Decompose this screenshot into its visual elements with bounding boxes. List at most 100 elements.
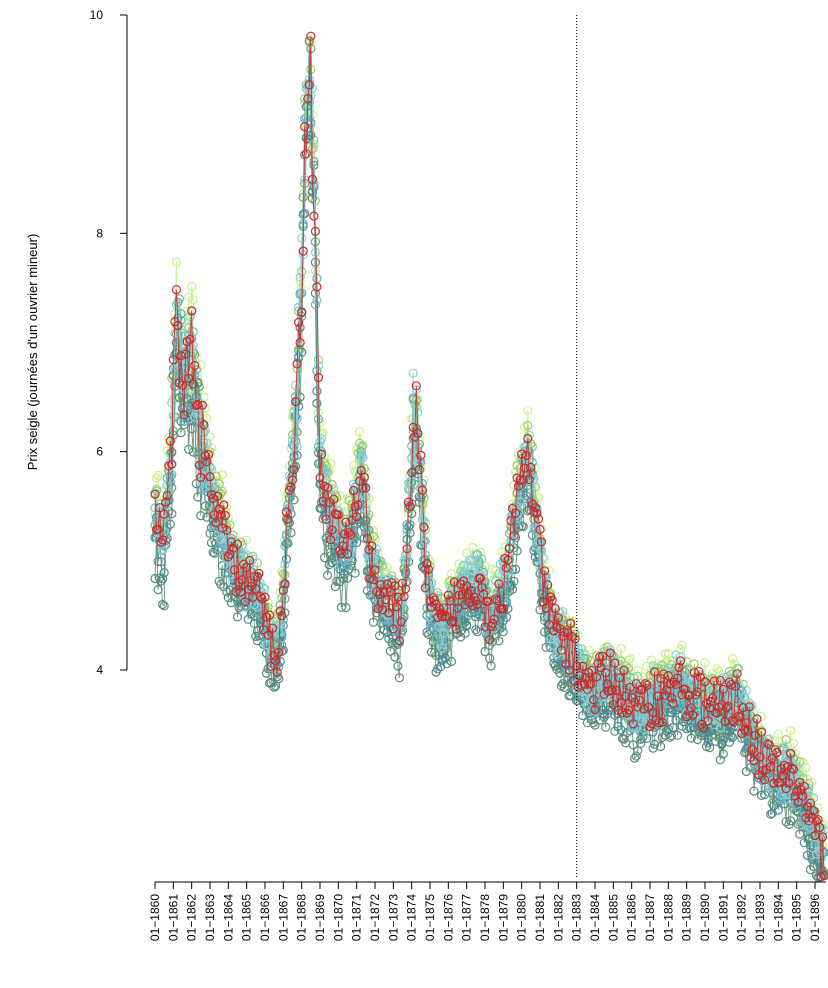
data-point	[439, 628, 449, 638]
data-point	[515, 475, 525, 485]
data-point	[321, 514, 331, 524]
data-point	[217, 523, 227, 533]
data-point	[344, 527, 354, 538]
data-point	[649, 739, 660, 750]
data-point	[547, 595, 557, 605]
data-point	[414, 465, 424, 475]
data-point	[553, 613, 563, 623]
data-point	[462, 581, 472, 591]
data-point	[727, 732, 738, 743]
data-point	[420, 536, 430, 546]
series-line	[154, 79, 825, 855]
data-point	[564, 665, 574, 675]
data-point	[200, 501, 210, 511]
data-point	[639, 704, 649, 714]
data-point	[599, 647, 609, 657]
data-point	[498, 603, 508, 614]
data-point	[799, 781, 809, 792]
data-point	[698, 723, 709, 733]
data-point	[762, 739, 773, 749]
data-point	[539, 566, 550, 576]
x-tick-label: 01−1889	[680, 894, 694, 941]
data-point	[229, 565, 239, 575]
data-point	[524, 475, 534, 485]
data-point	[623, 663, 634, 673]
data-point	[367, 541, 377, 551]
data-point	[504, 565, 514, 575]
data-point	[630, 753, 640, 763]
data-point	[174, 294, 184, 304]
data-point	[359, 472, 369, 482]
data-point	[384, 633, 394, 644]
data-point	[355, 438, 365, 448]
data-point	[156, 507, 166, 517]
data-point	[393, 592, 403, 602]
data-point	[510, 508, 521, 518]
data-point	[191, 479, 201, 489]
data-point	[405, 476, 415, 486]
data-point	[161, 497, 171, 507]
data-point	[709, 676, 719, 686]
data-point	[294, 302, 304, 312]
data-point	[682, 711, 692, 722]
data-point	[358, 452, 368, 462]
data-point	[330, 556, 340, 566]
data-point	[808, 805, 819, 816]
series-line	[154, 81, 825, 873]
data-point	[485, 635, 495, 645]
data-point	[437, 643, 447, 653]
data-point	[222, 554, 232, 564]
x-tick-label: 01−1885	[606, 894, 620, 941]
data-point	[625, 654, 635, 664]
data-point	[390, 652, 400, 662]
data-point	[807, 854, 817, 864]
x-tick-label: 01−1892	[735, 894, 749, 941]
data-point	[565, 618, 576, 629]
data-point	[229, 537, 239, 547]
data-point	[252, 602, 262, 612]
data-point	[451, 624, 461, 634]
data-point	[339, 529, 349, 539]
data-point	[376, 556, 386, 567]
data-point	[382, 610, 392, 620]
data-point	[578, 661, 588, 672]
data-point	[740, 692, 750, 702]
data-point	[190, 360, 200, 371]
data-point	[704, 674, 715, 685]
x-tick-label: 01−1865	[240, 894, 254, 941]
data-point	[440, 653, 450, 663]
data-point	[393, 622, 403, 632]
data-point	[217, 560, 227, 571]
data-point	[766, 809, 776, 819]
data-point	[410, 400, 420, 410]
data-point	[480, 622, 490, 632]
x-tick-label: 01−1871	[350, 894, 364, 941]
data-point	[234, 577, 244, 588]
data-point	[158, 574, 168, 584]
data-point	[159, 509, 169, 519]
x-tick-label: 01−1893	[753, 894, 767, 941]
data-point	[498, 627, 508, 637]
data-point	[197, 400, 207, 410]
x-tick-label: 01−1881	[533, 894, 547, 941]
data-point	[521, 491, 531, 501]
data-point	[712, 708, 722, 718]
data-point	[184, 373, 194, 383]
data-point	[336, 602, 346, 613]
data-point	[656, 741, 666, 752]
data-point	[538, 553, 548, 563]
data-point	[376, 579, 386, 590]
x-tick-label: 01−1866	[258, 894, 272, 941]
data-point	[200, 403, 210, 413]
data-point	[407, 468, 417, 478]
data-point	[171, 285, 181, 295]
data-point	[358, 441, 368, 451]
data-point	[177, 403, 188, 414]
data-point	[203, 449, 214, 460]
data-point	[315, 473, 325, 483]
data-point	[312, 386, 322, 396]
data-point	[179, 410, 189, 420]
data-point	[252, 626, 262, 636]
data-point	[338, 541, 348, 551]
